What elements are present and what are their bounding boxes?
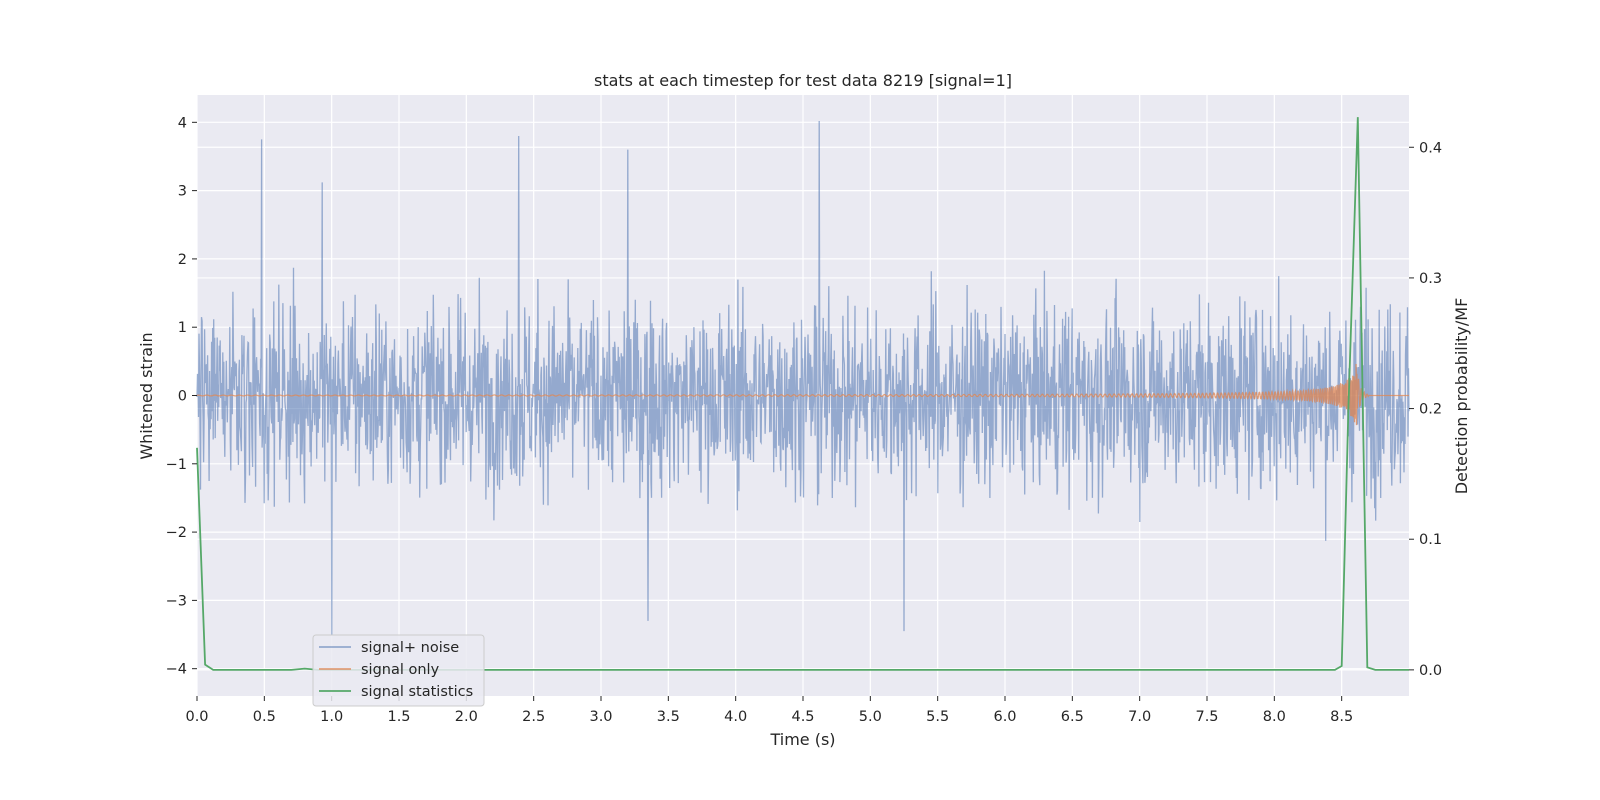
x-tick-label: 6.5 bbox=[1061, 709, 1084, 725]
right-y-tick-label: 0.2 bbox=[1419, 402, 1442, 418]
x-tick-label: 5.0 bbox=[859, 709, 882, 725]
series-signal-only bbox=[196, 363, 1409, 426]
x-tick-label: 7.5 bbox=[1195, 709, 1218, 725]
left-y-tick-label: 4 bbox=[178, 115, 187, 131]
right-y-tick-label: 0.1 bbox=[1419, 532, 1442, 548]
right-y-tick-label: 0.3 bbox=[1419, 271, 1442, 287]
legend-box bbox=[312, 634, 485, 707]
x-axis-ticks: 0.0 0.5 1.0 1.5 2.0 2.5 3.0 3.5 4.0 4.5 5.0 5.5 6.0 6… bbox=[185, 696, 1353, 725]
signal-plus-noise-line bbox=[196, 120, 1410, 635]
left-y-tick-label: 1 bbox=[178, 320, 187, 336]
left-y-tick-label: 3 bbox=[178, 184, 187, 200]
legend-label: signal+ noise bbox=[361, 640, 459, 656]
series-signal-statistics bbox=[196, 117, 1409, 671]
left-y-tick-label: −1 bbox=[166, 457, 187, 473]
x-tick-label: 6.0 bbox=[993, 709, 1016, 725]
x-tick-label: 0.0 bbox=[185, 709, 208, 725]
x-tick-label: 4.0 bbox=[724, 709, 747, 725]
chart-title: stats at each timestep for test data 821… bbox=[594, 71, 1012, 90]
legend-label: signal only bbox=[361, 662, 440, 678]
x-tick-label: 1.5 bbox=[387, 709, 410, 725]
x-tick-label: 4.5 bbox=[791, 709, 814, 725]
x-tick-label: 3.5 bbox=[657, 709, 680, 725]
x-tick-label: 5.5 bbox=[926, 709, 949, 725]
x-tick-label: 2.5 bbox=[522, 709, 545, 725]
x-tick-label: 3.0 bbox=[589, 709, 612, 725]
left-y-tick-label: −4 bbox=[166, 662, 187, 678]
left-y-axis-ticks: 4 3 2 1 0 −1 −2 −3 −4 bbox=[166, 115, 197, 678]
x-tick-label: 8.0 bbox=[1263, 709, 1286, 725]
legend: signal+ noise signal only signal statistic… bbox=[312, 634, 485, 707]
legend-label: signal statistics bbox=[361, 684, 473, 700]
x-tick-label: 1.0 bbox=[320, 709, 343, 725]
x-tick-label: 8.5 bbox=[1330, 709, 1353, 725]
x-axis-label: Time (s) bbox=[769, 730, 835, 749]
signal-only-line bbox=[196, 363, 1409, 426]
right-y-tick-label: 0.0 bbox=[1419, 663, 1442, 679]
x-tick-label: 2.0 bbox=[455, 709, 478, 725]
series-signal-plus-noise bbox=[196, 120, 1410, 635]
left-y-tick-label: −2 bbox=[166, 525, 187, 541]
left-y-axis-label: Whitened strain bbox=[137, 332, 156, 459]
right-y-axis-label: Detection probability/MF bbox=[1452, 298, 1471, 495]
right-y-tick-label: 0.4 bbox=[1419, 140, 1442, 156]
signal-statistics-line bbox=[196, 117, 1409, 671]
x-tick-label: 7.0 bbox=[1128, 709, 1151, 725]
x-tick-label: 0.5 bbox=[253, 709, 276, 725]
left-y-tick-label: −3 bbox=[166, 593, 187, 609]
left-y-tick-label: 0 bbox=[178, 389, 187, 405]
left-y-tick-label: 2 bbox=[178, 252, 187, 268]
right-y-axis-ticks: 0.4 0.3 0.2 0.1 0.0 bbox=[1409, 140, 1442, 679]
